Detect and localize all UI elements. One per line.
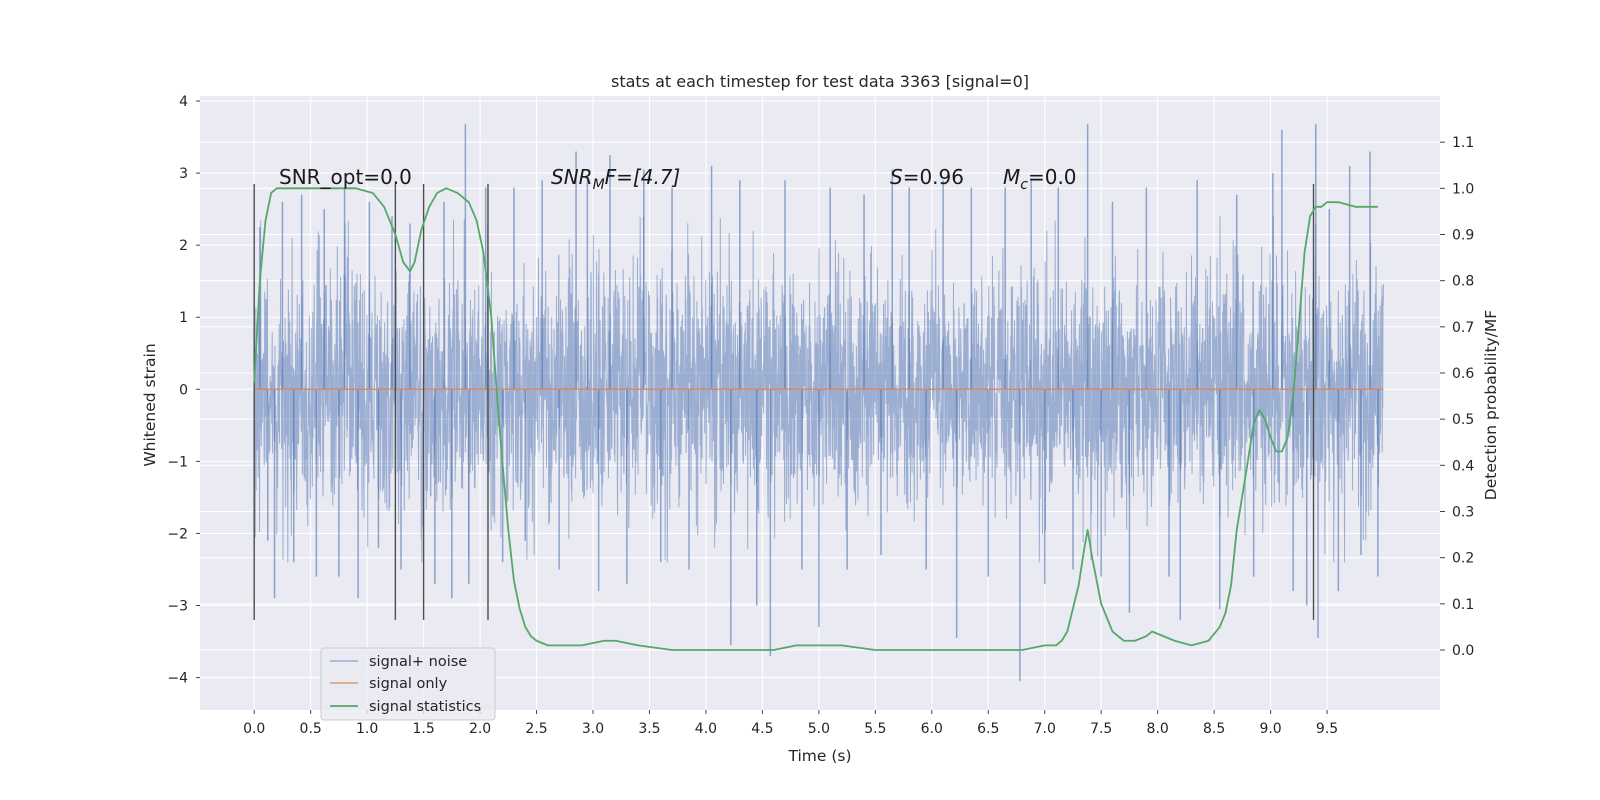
annotation-snr-mf-sub: M: [593, 177, 605, 193]
y2-tick-label-9: 0.9: [1452, 227, 1474, 243]
y2-tick-label-2: 0.2: [1452, 551, 1474, 567]
vertical-markers: [253, 183, 1315, 620]
legend-label-signal-only: signal only: [369, 676, 448, 692]
x-tick-label-0: 0.0: [243, 721, 265, 737]
y-tick-label-0: −4: [167, 671, 188, 687]
x-tick-label-8: 4.0: [695, 721, 717, 737]
x-tick-label-14: 7.0: [1034, 721, 1056, 737]
x-tick-label-10: 5.0: [808, 721, 830, 737]
x-axis-ticks: 0.0 0.5 1.0 1.5 2.0 2.5 3.0 3.5 4.0 4.5 5.0 5.5 6.0 6…: [243, 710, 1338, 737]
y-tick-label-6: 2: [179, 238, 188, 254]
x-tick-label-3: 1.5: [412, 721, 434, 737]
x-tick-label-15: 7.5: [1090, 721, 1112, 737]
y2-tick-label-6: 0.6: [1452, 366, 1474, 382]
annotation-mc: Mc=0.0: [1003, 165, 1077, 193]
x-tick-label-12: 6.0: [921, 721, 943, 737]
y2-tick-label-10: 1.0: [1452, 181, 1474, 197]
y2-tick-label-3: 0.3: [1452, 504, 1474, 520]
legend: signal+ noise signal only signal statist…: [320, 647, 496, 721]
signal-noise-trace: [253, 216, 1385, 563]
y-axis-ticks: −4 −3 −2 −1 0 1 2 3 4: [167, 94, 200, 687]
annotation-mc-sub: c: [1020, 177, 1028, 193]
annotation-s-value: =0.96: [903, 165, 964, 189]
y2-tick-label-1: 0.1: [1452, 597, 1474, 613]
x-tick-label-4: 2.0: [469, 721, 491, 737]
annotations: SNR_opt=0.0 SNRMF=[4.7] S=0.96 Mc=0.0: [279, 165, 1077, 193]
y2-tick-label-4: 0.4: [1452, 458, 1474, 474]
signal-statistics-line: [253, 187, 1378, 651]
legend-label-signal-noise: signal+ noise: [369, 654, 467, 670]
x-axis-title: Time (s): [787, 747, 851, 765]
y-tick-label-3: −1: [167, 454, 188, 470]
y2-tick-label-7: 0.7: [1452, 320, 1474, 336]
annotation-snr-mf-suffix: F=[4.7]: [605, 165, 681, 189]
legend-label-signal-statistics: signal statistics: [369, 699, 481, 715]
annotation-snr-mf: SNRMF=[4.7]: [551, 165, 680, 193]
chart-title: stats at each timestep for test data 336…: [611, 72, 1029, 91]
y2-tick-label-0: 0.0: [1452, 643, 1474, 659]
y2-tick-label-11: 1.1: [1452, 135, 1474, 151]
x-tick-label-2: 1.0: [356, 721, 378, 737]
y-tick-label-1: −3: [167, 599, 188, 615]
annotation-snr-opt: SNR_opt=0.0: [279, 165, 412, 189]
x-tick-label-9: 4.5: [751, 721, 773, 737]
x-tick-label-13: 6.5: [977, 721, 999, 737]
x-tick-label-6: 3.0: [582, 721, 604, 737]
x-tick-label-11: 5.5: [864, 721, 886, 737]
y-axis-title: Whitened strain: [141, 343, 159, 466]
signal-noise-series: [253, 124, 1385, 682]
y-tick-label-8: 4: [179, 94, 188, 110]
x-tick-label-16: 8.0: [1147, 721, 1169, 737]
y2-axis-ticks: 0.0 0.1 0.2 0.3 0.4 0.5 0.6 0.7 0.8 0.9 1.0 1.1: [1440, 135, 1474, 659]
annotation-mc-symbol: M: [1003, 165, 1020, 189]
x-tick-label-1: 0.5: [300, 721, 322, 737]
x-tick-label-5: 2.5: [525, 721, 547, 737]
annotation-mc-value: =0.0: [1028, 165, 1077, 189]
x-tick-label-18: 9.0: [1259, 721, 1281, 737]
y2-tick-label-8: 0.8: [1452, 274, 1474, 290]
legend-box: [320, 647, 496, 721]
annotation-snr-mf-prefix: SNR: [551, 165, 593, 189]
y-tick-label-2: −2: [167, 526, 188, 542]
y2-axis-title: Detection probability/MF: [1482, 310, 1500, 501]
x-tick-label-17: 8.5: [1203, 721, 1225, 737]
signal-statistics-series: [253, 187, 1378, 651]
y-tick-label-5: 1: [179, 310, 188, 326]
x-tick-label-19: 9.5: [1316, 721, 1338, 737]
x-tick-label-7: 3.5: [638, 721, 660, 737]
annotation-s-symbol: S: [890, 165, 903, 189]
y-tick-label-4: 0: [179, 382, 188, 398]
y2-tick-label-5: 0.5: [1452, 412, 1474, 428]
annotation-s-stat: S=0.96: [890, 165, 964, 189]
y-tick-label-7: 3: [179, 166, 188, 182]
